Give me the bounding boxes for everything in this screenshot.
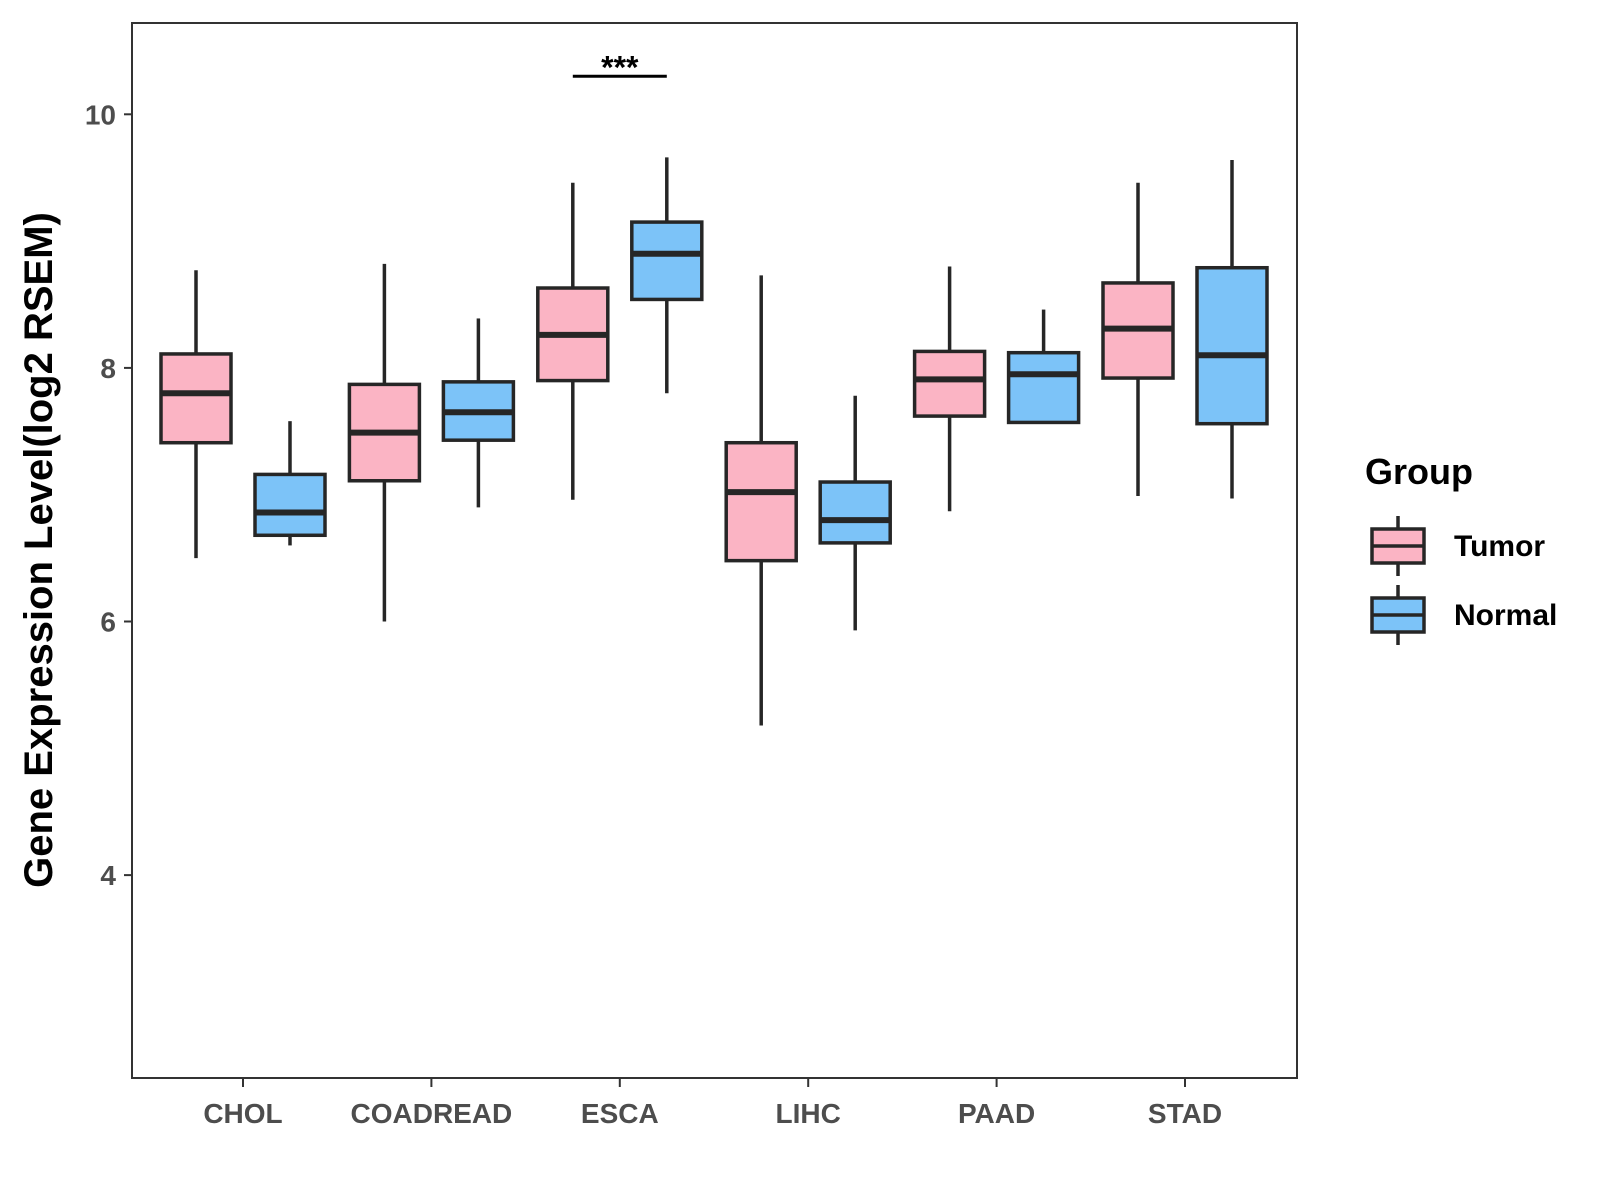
significance-label: *** [601, 49, 639, 85]
y-axis: 4 6 8 10 [85, 99, 132, 891]
y-tick-label: 4 [100, 860, 116, 891]
box-tumor-paad [912, 266, 987, 512]
box-body [630, 220, 704, 302]
box-normal-esca [630, 157, 704, 394]
box-body [912, 349, 987, 418]
y-tick-label: 10 [85, 99, 116, 130]
box-body [1006, 350, 1081, 425]
box-normal-paad [1006, 309, 1081, 425]
y-tick-label: 8 [100, 353, 116, 384]
box-tumor-esca [536, 182, 610, 500]
box-tumor-chol [159, 270, 233, 559]
box-body [253, 472, 327, 538]
legend-title: Group [1365, 451, 1473, 492]
boxes-layer [159, 157, 1269, 726]
box-tumor-coadread [347, 263, 422, 622]
x-axis: CHOL COADREAD ESCA LIHC PAAD STAD [203, 1078, 1222, 1129]
box-body [724, 440, 798, 563]
x-tick-label: PAAD [958, 1098, 1035, 1129]
legend-item-normal: Normal [1370, 585, 1557, 645]
legend-label-normal: Normal [1454, 599, 1557, 632]
box-tumor-lihc [724, 275, 798, 726]
x-tick-label: STAD [1148, 1098, 1222, 1129]
legend: Group Tumor Normal [1365, 451, 1557, 645]
x-tick-label: ESCA [581, 1098, 659, 1129]
y-axis-title: Gene Expression Level(log2 RSEM) [17, 212, 61, 888]
x-tick-label: COADREAD [351, 1098, 513, 1129]
box-normal-chol [253, 421, 327, 546]
box-tumor-stad [1101, 182, 1175, 496]
legend-item-tumor: Tumor [1370, 516, 1545, 576]
annotations-layer: *** [572, 49, 667, 85]
box-normal-coadread [441, 318, 516, 508]
box-body [1195, 265, 1269, 426]
box-body [159, 352, 233, 445]
x-tick-label: LIHC [776, 1098, 841, 1129]
y-tick-label: 6 [100, 607, 116, 638]
box-normal-lihc [818, 395, 892, 631]
box-normal-stad [1195, 159, 1269, 499]
legend-label-tumor: Tumor [1454, 530, 1545, 563]
box-body [818, 480, 892, 545]
x-tick-label: CHOL [203, 1098, 282, 1129]
plot-panel [131, 22, 1298, 1079]
